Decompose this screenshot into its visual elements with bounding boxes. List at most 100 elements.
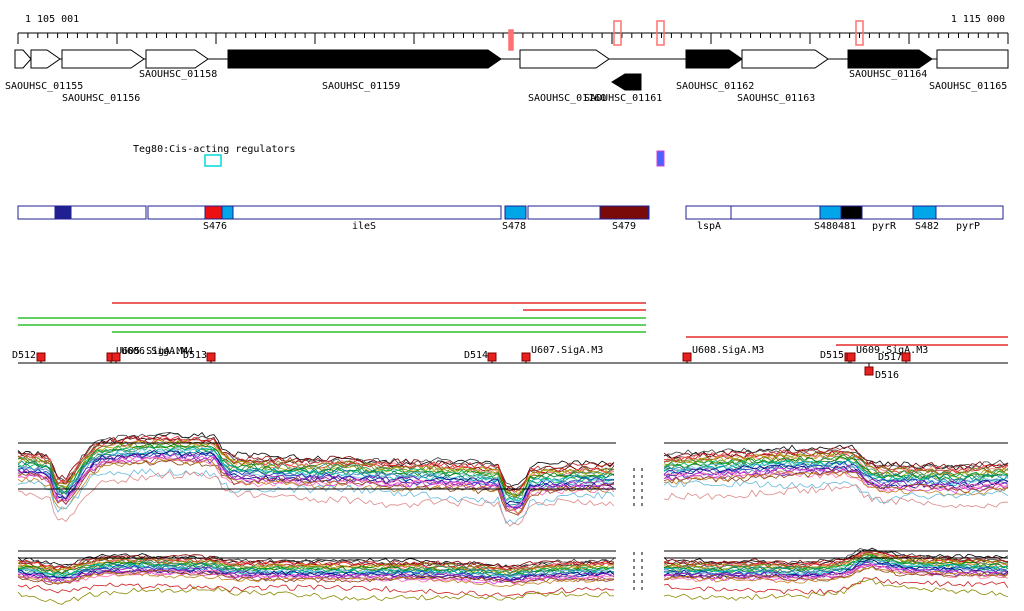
small-regulator-box[interactable] (656, 150, 665, 167)
gene-label: SAOUHSC_01163 (737, 93, 815, 104)
gene-arrow[interactable] (685, 49, 743, 69)
expression-trace (663, 458, 1009, 481)
expression-trace (663, 564, 1009, 583)
expression-trace (17, 567, 615, 582)
track-segment[interactable] (599, 205, 649, 220)
gene-arrow[interactable] (227, 49, 502, 69)
gene-label: SAOUHSC_01161 (584, 93, 662, 104)
expression-trace (17, 586, 614, 605)
marker-flag[interactable] (901, 352, 911, 362)
expression-trace (17, 553, 615, 570)
marker-label: D517 (878, 352, 902, 363)
expression-trace (17, 447, 615, 502)
track-label: S482 (915, 221, 939, 232)
expression-trace (663, 553, 1009, 575)
marker-label: U605.SigA.M4 (116, 346, 188, 357)
expression-trace (663, 471, 1009, 492)
gene-label: SAOUHSC_01162 (676, 81, 754, 92)
gene-label: SAOUHSC_01158 (139, 69, 217, 80)
expression-trace (663, 566, 1009, 584)
expression-trace (663, 557, 1009, 576)
marker-flag[interactable] (846, 352, 856, 362)
expression-trace (17, 458, 615, 515)
expression-trace (663, 479, 1009, 503)
expression-trace (17, 447, 615, 503)
expression-trace (663, 561, 1009, 577)
track-label: lspA (697, 221, 721, 232)
marker-flag[interactable] (682, 352, 692, 362)
track-label: 481 (838, 221, 856, 232)
expression-trace (17, 569, 615, 582)
track-label: pyrP (956, 221, 980, 232)
teg80-region-box[interactable] (204, 154, 222, 167)
marker-flag[interactable] (206, 352, 216, 362)
track-layer: S476 ileS S478 S479 lspA S480 481 pyrR S482 pyrP (17, 205, 1004, 232)
expression-trace (17, 567, 615, 584)
track-box[interactable] (147, 205, 502, 220)
gene-label: SAOUHSC_01160 (528, 93, 606, 104)
expression-trace (663, 565, 1009, 582)
expression-trace (663, 459, 1009, 481)
expression-layer (17, 431, 1009, 605)
expression-trace (17, 582, 614, 597)
expression-trace (17, 569, 615, 586)
gene-arrow[interactable] (611, 73, 642, 91)
marker-flag[interactable] (521, 352, 531, 362)
expression-trace (663, 447, 1009, 471)
track-label: S476 (203, 221, 227, 232)
expression-trace (17, 470, 615, 527)
marker-label: D514 (464, 350, 488, 361)
expression-trace (17, 440, 615, 498)
ruler-red-mark[interactable] (613, 20, 622, 46)
expression-trace (17, 449, 615, 506)
track-segment[interactable] (221, 205, 234, 220)
track-segment[interactable] (819, 205, 842, 220)
expression-trace (663, 452, 1009, 479)
expression-trace (663, 470, 1009, 493)
annotation-teg80-label: Teg80:Cis-acting regulators (133, 144, 296, 155)
gene-arrow[interactable] (741, 49, 829, 69)
gene-arrow[interactable] (14, 49, 32, 69)
marker-flag[interactable] (36, 352, 46, 362)
track-box[interactable] (17, 205, 147, 220)
track-segment[interactable] (54, 205, 72, 220)
gene-label: SAOUHSC_01156 (62, 93, 140, 104)
ruler-red-mark[interactable] (855, 20, 864, 46)
marker-label: D516 (875, 370, 899, 381)
track-segment[interactable] (204, 205, 223, 220)
marker-label: U609.SigA.M3 (856, 345, 928, 356)
marker-flag[interactable] (864, 366, 874, 376)
gene-arrow[interactable] (61, 49, 145, 69)
expression-trace (663, 578, 1009, 601)
gene-arrow[interactable] (30, 49, 61, 69)
expression-trace (17, 459, 615, 516)
gene-arrow[interactable] (936, 49, 1009, 69)
marker-label: U606.SigA.M4 (121, 346, 193, 357)
track-label: S480 (814, 221, 838, 232)
marker-flag[interactable] (487, 352, 497, 362)
track-label: pyrR (872, 221, 897, 232)
expression-trace (663, 576, 1009, 595)
gene-arrow[interactable] (847, 49, 933, 69)
track-segment[interactable] (840, 205, 863, 220)
expression-trace (17, 431, 615, 492)
marker-flag[interactable] (111, 352, 121, 362)
expression-trace (17, 571, 614, 588)
marker-label: U608.SigA.M3 (692, 345, 764, 356)
marker-label: D513 (183, 350, 207, 361)
gene-label: SAOUHSC_01155 (5, 81, 83, 92)
ruler-red-mark[interactable] (508, 29, 514, 51)
expression-trace (17, 566, 615, 579)
expression-trace (663, 452, 1009, 474)
track-label: ileS (352, 221, 376, 232)
expression-trace (663, 455, 1009, 483)
gene-arrow[interactable] (145, 49, 209, 69)
track-segment[interactable] (912, 205, 937, 220)
expression-trace (17, 554, 615, 571)
marker-label: D512 (12, 350, 36, 361)
ruler-red-mark[interactable] (656, 20, 665, 46)
gene-arrow[interactable] (519, 49, 610, 69)
track-box[interactable] (504, 205, 527, 220)
